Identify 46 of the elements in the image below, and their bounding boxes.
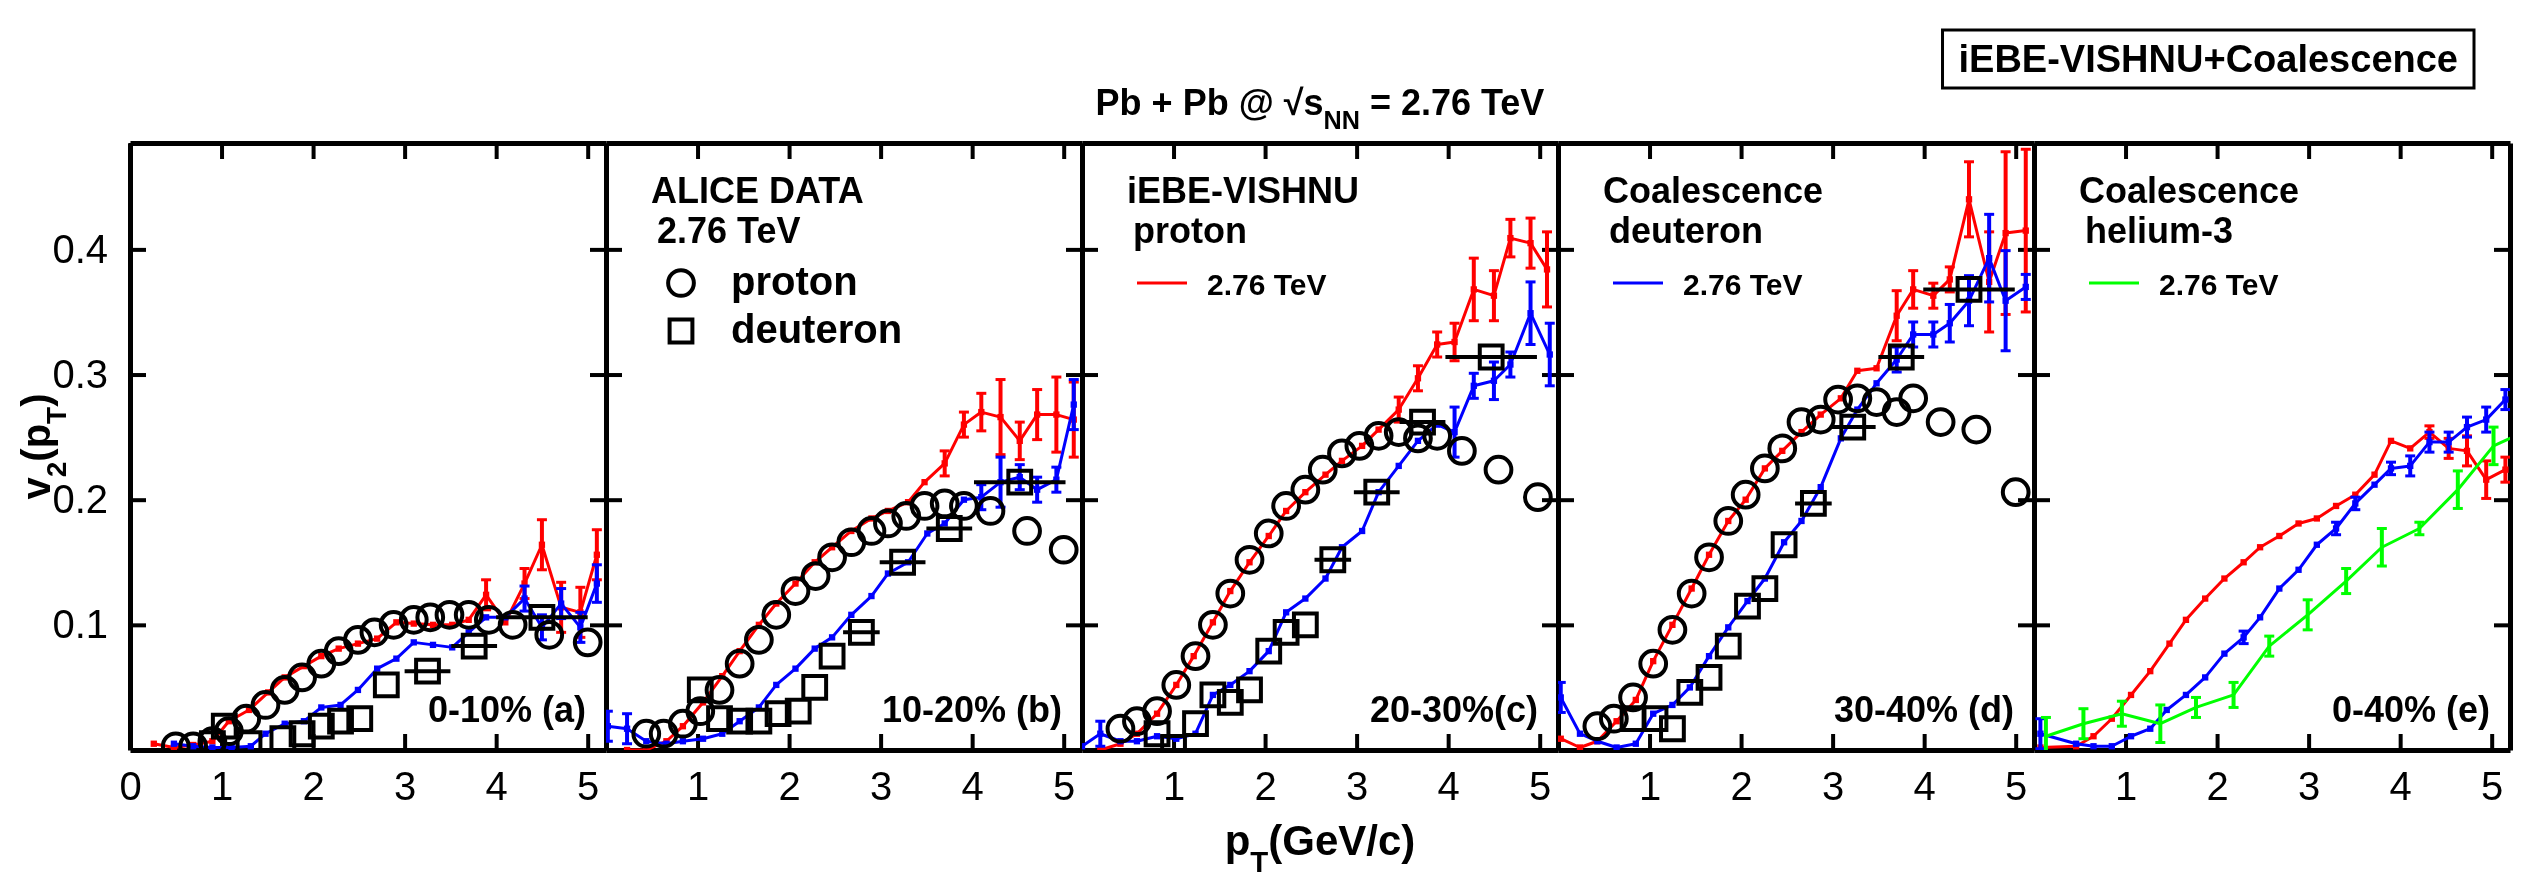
x-tick-label: 0 [119,764,142,809]
legend-title: Coalescence deuteron [1603,170,1824,251]
x-tick-label: 4 [961,764,984,809]
x-tick-label: 2 [302,764,325,809]
legend-label: 2.76 TeV [1207,268,1327,301]
y-tick-label: 0.1 [52,602,108,647]
x-tick-label: 4 [1437,764,1460,809]
x-tick-label: 3 [1821,764,1845,809]
x-tick-label: 5 [2481,764,2504,809]
annotation: 0-10% (a) [427,689,586,730]
x-tick-label: 4 [485,764,508,809]
legend-label: 2.76 TeV [1683,268,1803,301]
x-tick-label: 3 [393,764,417,809]
x-tick-label: 2 [2206,764,2229,809]
x-tick-label: 5 [1053,764,1076,809]
x-tick-label: 1 [2114,764,2138,809]
annotation: 0-40% (e) [2331,689,2490,730]
x-tick-label: 5 [577,764,600,809]
x-tick-label: 5 [2005,764,2028,809]
x-tick-label: 1 [1162,764,1186,809]
x-tick-label: 1 [210,764,234,809]
chart-title: Pb + Pb @ √s$_{NN}$ = 2.76 TeV [1095,82,1545,134]
legend-label: proton [731,259,858,303]
x-tick-label: 1 [1638,764,1662,809]
y-tick-label: 0.4 [52,226,108,271]
x-tick-label: 5 [1529,764,1552,809]
legend-title: iEBE-VISHNU proton [1127,170,1360,251]
legend-title: Coalescence helium-3 [2079,170,2300,251]
annotation: 30-40% (d) [1833,689,2014,730]
y-tick-label: 0.3 [52,351,108,396]
annotation: 10-20% (b) [881,689,1062,730]
x-tick-label: 2 [1254,764,1277,809]
x-tick-label: 2 [1730,764,1753,809]
x-axis-title: p$_{T}$(GeV/c) [1224,817,1416,877]
x-tick-label: 4 [1913,764,1936,809]
annotation: 20-30%(c) [1369,689,1538,730]
x-tick-label: 1 [686,764,710,809]
x-tick-label: 4 [2389,764,2412,809]
x-tick-label: 3 [2297,764,2321,809]
x-tick-label: 3 [869,764,893,809]
legend-label: 2.76 TeV [2159,268,2279,301]
text: iEBE-VISHNU+Coalescence [1958,38,2458,80]
legend-title: ALICE DATA 2.76 TeV [651,170,864,251]
x-tick-label: 3 [1345,764,1369,809]
x-tick-label: 2 [778,764,801,809]
legend-label: deuteron [731,307,903,351]
